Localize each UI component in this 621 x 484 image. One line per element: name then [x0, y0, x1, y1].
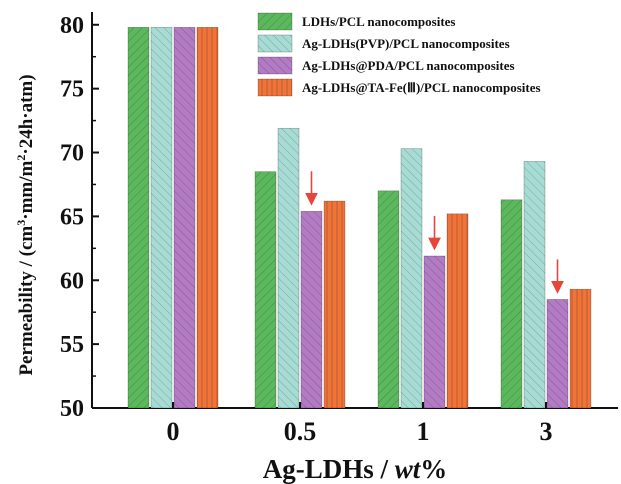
- bar-hatch-3-3: [547, 299, 568, 408]
- y-label-sup2: 2: [14, 155, 28, 161]
- y-tick-label: 65: [60, 204, 84, 230]
- legend-label: Ag-LDHs(PVP)/PCL nanocomposites: [302, 36, 510, 51]
- legend-swatch-hatch: [258, 57, 292, 74]
- y-tick-label: 75: [60, 77, 84, 103]
- x-tick-label: 3: [540, 417, 553, 446]
- bar-hatch-2-3: [524, 161, 545, 408]
- bar-hatch-4-0.5: [324, 201, 345, 408]
- x-label-italic: wt: [395, 454, 422, 484]
- svg-text:Permeability / (cm3·mm/m2·24h·: Permeability / (cm3·mm/m2·24h·atm): [14, 74, 37, 375]
- y-axis-label: Permeability / (cm3·mm/m2·24h·atm): [14, 74, 37, 375]
- x-tick-label: 0: [167, 417, 180, 446]
- x-tick-label: 1: [417, 417, 430, 446]
- x-label-prefix: Ag-LDHs /: [263, 454, 395, 484]
- y-tick-label: 60: [60, 268, 84, 294]
- y-label-mid: ·mm/m: [16, 160, 37, 219]
- bar-hatch-1-3: [501, 199, 522, 408]
- bar-hatch-3-0: [174, 27, 195, 408]
- y-tick-label: 55: [60, 332, 84, 358]
- legend-swatch-hatch: [258, 79, 292, 96]
- legend-swatch-hatch: [258, 13, 292, 30]
- legend-label: Ag-LDHs@PDA/PCL nanocomposites: [302, 58, 515, 73]
- bar-hatch-3-0.5: [301, 211, 322, 408]
- bar-hatch-1-1: [378, 190, 399, 408]
- bar-hatch-2-0.5: [278, 128, 299, 408]
- y-tick-label: 80: [60, 13, 84, 39]
- bar-hatch-2-1: [401, 148, 422, 408]
- bar-hatch-4-0: [197, 27, 218, 408]
- y-label-end: ·24h·atm): [16, 74, 37, 154]
- y-tick-label: 70: [60, 141, 84, 167]
- legend-swatch-hatch: [258, 35, 292, 52]
- bar-hatch-4-1: [447, 213, 468, 408]
- y-label-main: Permeability / (cm: [16, 226, 37, 376]
- x-label-suffix: %: [420, 454, 447, 484]
- legend-label: Ag-LDHs@TA-Fe(Ⅲ)/PCL nanocomposites: [302, 80, 541, 95]
- x-tick-label: 0.5: [284, 417, 317, 446]
- y-tick-label: 50: [60, 396, 84, 422]
- x-axis-label: Ag-LDHs / wt%: [263, 454, 448, 484]
- bar-hatch-1-0: [128, 27, 149, 408]
- bar-hatch-4-3: [570, 289, 591, 408]
- bar-hatch-1-0.5: [255, 171, 276, 408]
- bar-hatch-3-1: [424, 255, 445, 408]
- y-label-sup1: 3: [14, 220, 28, 226]
- bar-hatch-2-0: [151, 27, 172, 408]
- legend-label: LDHs/PCL nanocomposites: [302, 14, 456, 29]
